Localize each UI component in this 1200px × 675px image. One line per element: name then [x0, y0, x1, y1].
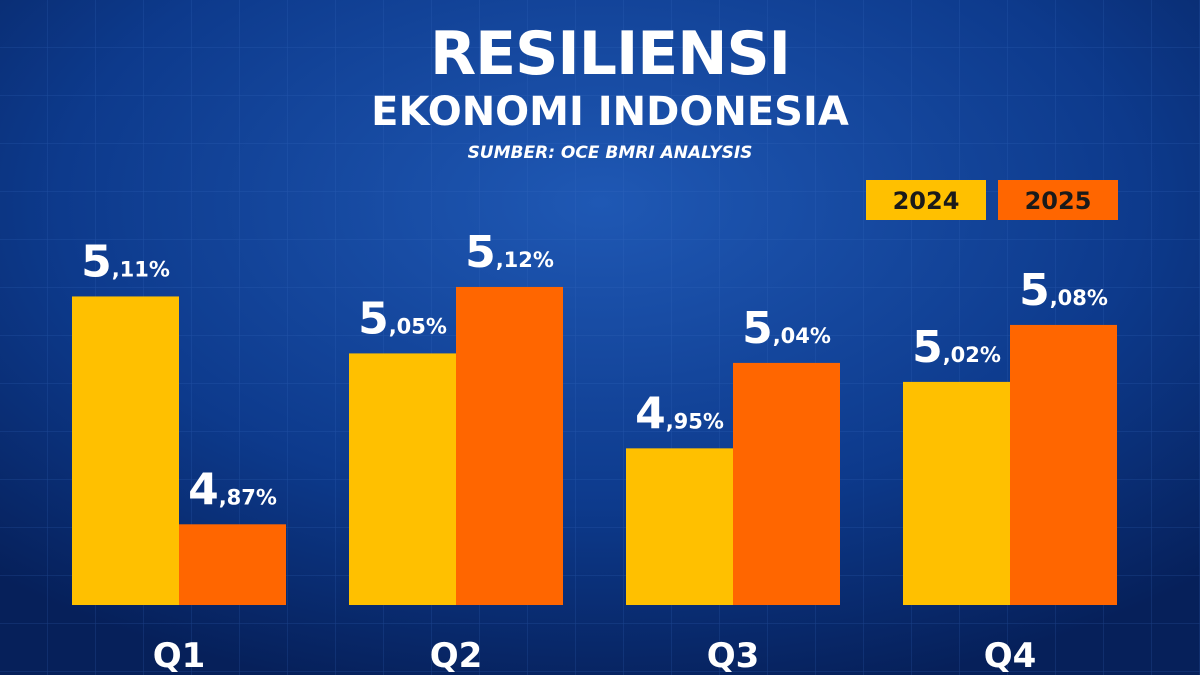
- value-label: 5,08%: [1019, 265, 1108, 316]
- legend-swatch: [866, 180, 986, 220]
- legend-swatch: [998, 180, 1118, 220]
- x-tick-label: Q1: [153, 636, 206, 675]
- bar: [179, 524, 286, 605]
- bar: [72, 296, 179, 605]
- value-label: 5,11%: [81, 236, 170, 287]
- x-tick-label: Q2: [430, 636, 483, 675]
- bar: [626, 448, 733, 605]
- chart-subtitle: EKONOMI INDONESIA: [371, 89, 849, 135]
- chart-source: SUMBER: OCE BMRI ANALYSIS: [468, 143, 753, 163]
- x-tick-label: Q4: [984, 636, 1037, 675]
- bar: [903, 381, 1010, 605]
- chart-title: RESILIENSI: [430, 19, 790, 89]
- value-label: 5,05%: [358, 293, 447, 344]
- legend-label: 2024: [893, 187, 960, 215]
- value-label: 4,87%: [188, 464, 277, 515]
- legend-label: 2025: [1025, 187, 1092, 215]
- value-label: 5,04%: [742, 303, 831, 354]
- value-label: 5,02%: [912, 322, 1001, 373]
- bar: [733, 362, 840, 605]
- bar: [456, 286, 563, 605]
- bar: [1010, 324, 1117, 605]
- x-tick-label: Q3: [707, 636, 760, 675]
- bar: [349, 353, 456, 605]
- value-label: 4,95%: [635, 388, 724, 439]
- value-label: 5,12%: [465, 227, 554, 278]
